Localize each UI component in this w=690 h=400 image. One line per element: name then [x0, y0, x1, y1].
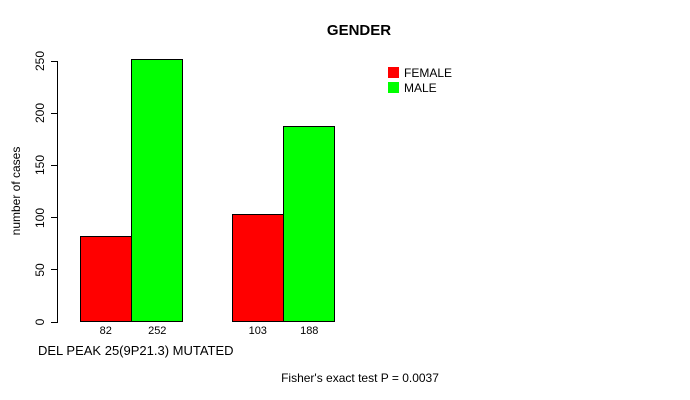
y-tick-mark	[51, 217, 58, 219]
y-tick-mark	[51, 164, 58, 166]
bar-value-label: 82	[99, 325, 112, 337]
y-tick-mark	[51, 60, 58, 62]
bar-female-group1	[80, 236, 132, 322]
chart-title: GENDER	[326, 22, 392, 39]
y-tick-label: 100	[33, 207, 47, 228]
legend-swatch-female	[388, 67, 399, 78]
y-tick-mark	[51, 321, 58, 323]
annotation-text: Fisher's exact test P = 0.0037	[281, 371, 439, 385]
y-tick-label: 0	[33, 318, 47, 326]
bar-value-label: 188	[300, 325, 319, 337]
x-axis-title: DEL PEAK 25(9P21.3) MUTATED	[38, 343, 234, 358]
bar-value-label: 103	[248, 325, 267, 337]
legend-label: FEMALE	[404, 65, 453, 80]
legend-item-female: FEMALE	[388, 65, 452, 80]
y-tick-label: 200	[33, 103, 47, 124]
legend-item-male: MALE	[388, 80, 452, 95]
legend-label: MALE	[404, 80, 437, 95]
y-axis-title: number of cases	[9, 146, 23, 236]
y-tick-label: 50	[33, 263, 47, 277]
bar-male-group2	[282, 125, 335, 322]
bar-male-group1	[130, 58, 183, 322]
y-tick-label: 150	[33, 155, 47, 176]
y-tick-mark	[51, 269, 58, 271]
bar-value-label: 252	[148, 325, 167, 337]
legend-swatch-male	[388, 82, 399, 93]
y-axis-line	[57, 61, 58, 323]
y-tick-label: 250	[33, 50, 47, 72]
legend: FEMALE MALE	[388, 65, 452, 95]
y-tick-mark	[51, 112, 58, 114]
bar-female-group2	[232, 214, 284, 322]
